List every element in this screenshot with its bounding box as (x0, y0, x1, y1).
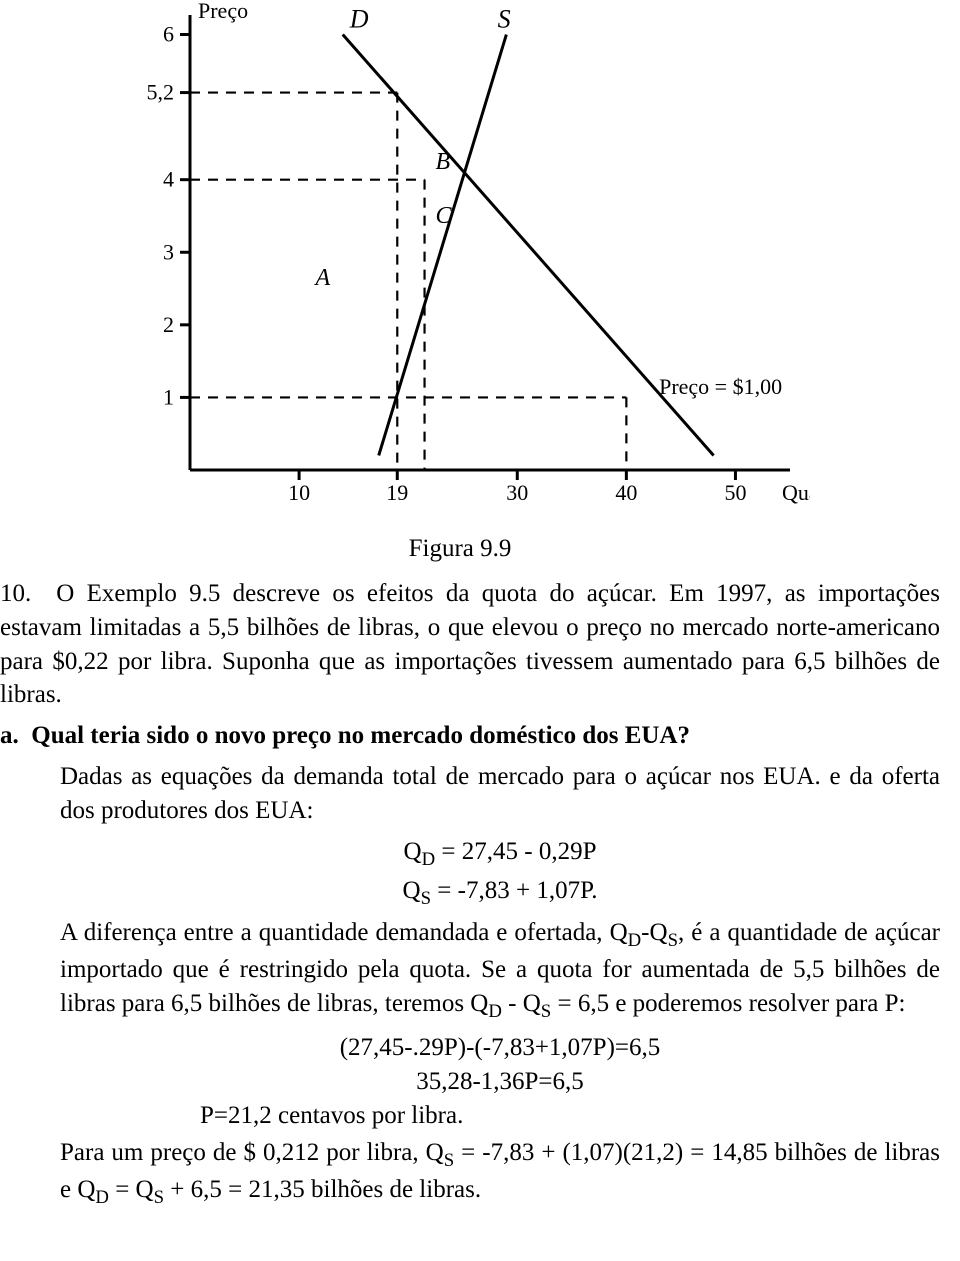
eq-sym: Q (404, 838, 422, 865)
svg-text:A: A (313, 265, 330, 291)
svg-text:1: 1 (163, 384, 174, 409)
answer-block: Dadas as equações da demanda total de me… (60, 760, 940, 1211)
equation-qs: QS = -7,83 + 1,07P. (60, 877, 940, 910)
equation-result: P=21,2 centavos por libra. (200, 1102, 940, 1130)
answer-p1: Dadas as equações da demanda total de me… (60, 760, 940, 828)
svg-text:50: 50 (724, 480, 746, 505)
svg-text:Preço: Preço (198, 0, 248, 23)
svg-text:D: D (349, 4, 369, 33)
equation-step2: 35,28-1,36P=6,5 (60, 1068, 940, 1096)
supply-demand-chart: 6 5,2 4 3 2 1 10 19 30 40 50 Preço Quantidade D S A B C Pr… (110, 0, 810, 525)
problem-intro: 10. O Exemplo 9.5 descreve os efeitos da… (0, 577, 940, 712)
svg-text:2: 2 (163, 312, 174, 337)
svg-text:Quantidade: Quantidade (782, 480, 810, 505)
eq-sub: D (422, 849, 436, 870)
eq-rest: = -7,83 + 1,07P. (431, 877, 597, 904)
figure-caption: Figura 9.9 (110, 535, 810, 563)
svg-text:10: 10 (288, 480, 310, 505)
svg-text:C: C (435, 203, 452, 229)
svg-text:40: 40 (615, 480, 637, 505)
eq-sub: S (421, 888, 431, 909)
equation-step1: (27,45-.29P)-(-7,83+1,07P)=6,5 (60, 1034, 940, 1062)
answer-p3: Para um preço de $ 0,212 por libra, QS =… (60, 1136, 940, 1211)
svg-text:S: S (498, 4, 511, 33)
page: 65,243211019304050PreçoQuantidadeDSABCPr… (0, 0, 960, 1261)
answer-p2: A diferença entre a quantidade demandada… (60, 916, 940, 1024)
equation-qd: QD = 27,45 - 0,29P (60, 838, 940, 871)
eq-sym: Q (403, 877, 421, 904)
svg-text:3: 3 (163, 239, 174, 264)
svg-text:Preço = $1,00: Preço = $1,00 (659, 374, 782, 399)
question-a: a. Qual teria sido o novo preço no merca… (0, 722, 940, 750)
svg-text:30: 30 (506, 480, 528, 505)
svg-text:B: B (435, 149, 450, 175)
eq-rest: = 27,45 - 0,29P (435, 838, 596, 865)
svg-text:4: 4 (163, 167, 174, 192)
svg-text:6: 6 (163, 22, 174, 47)
svg-text:19: 19 (386, 480, 408, 505)
svg-text:5,2: 5,2 (147, 80, 175, 105)
